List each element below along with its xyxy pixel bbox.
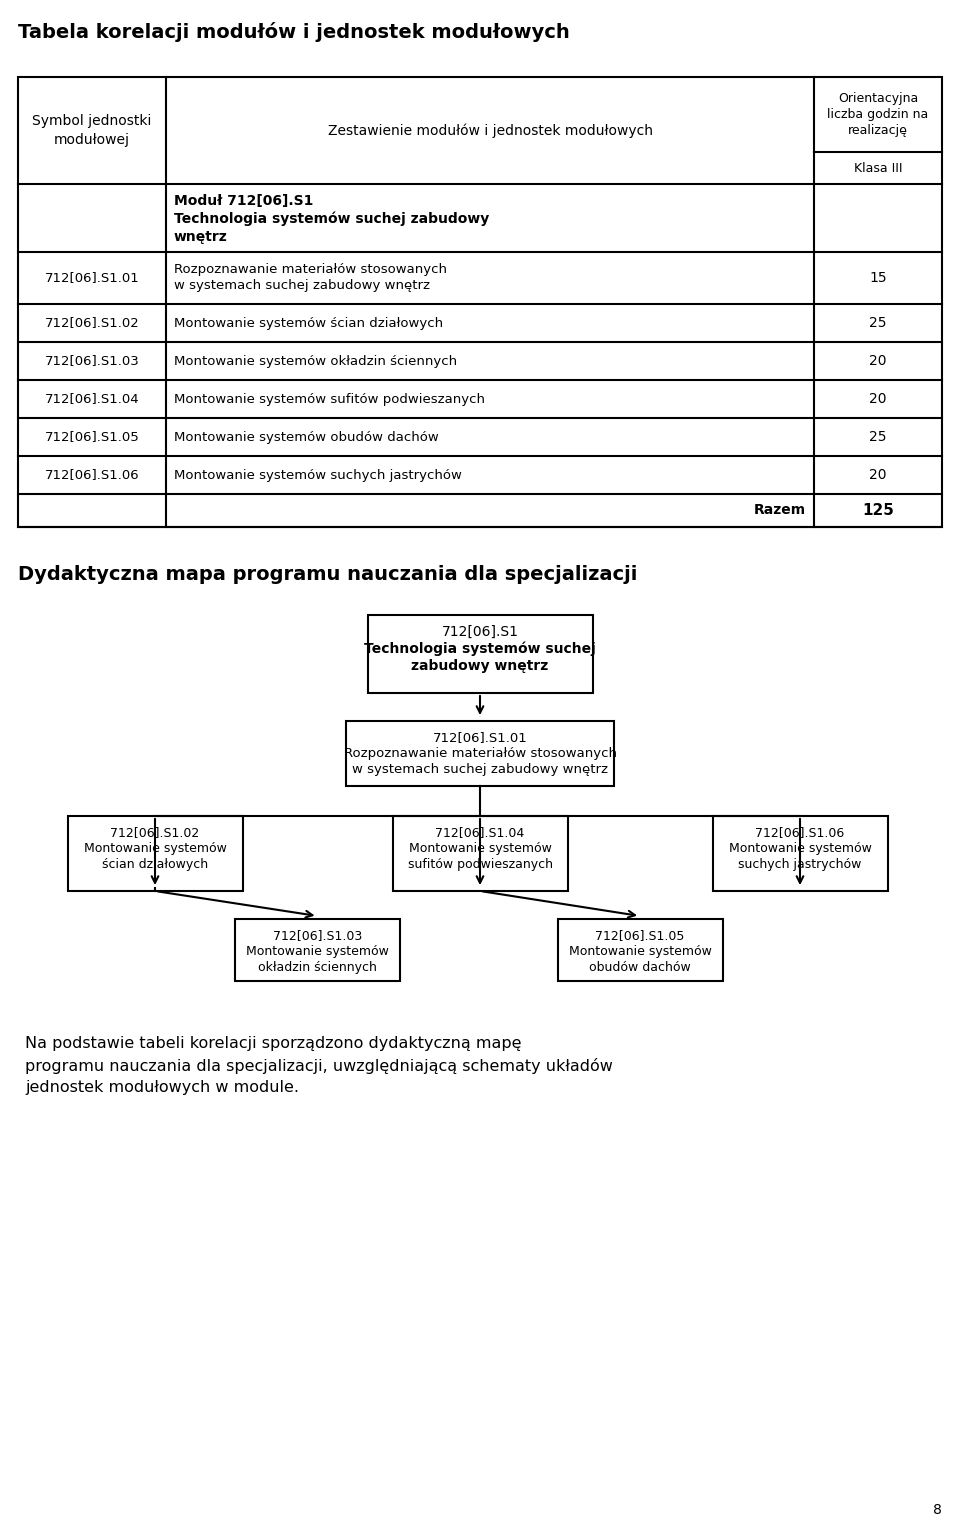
Text: 712[06].S1.04: 712[06].S1.04 bbox=[45, 392, 139, 406]
Text: 712[06].S1.03: 712[06].S1.03 bbox=[44, 355, 139, 367]
Text: 25: 25 bbox=[869, 317, 887, 330]
Text: ścian działowych: ścian działowych bbox=[102, 858, 208, 871]
Text: Moduł 712[06].S1: Moduł 712[06].S1 bbox=[174, 194, 313, 207]
Text: Montowanie systemów ścian działowych: Montowanie systemów ścian działowych bbox=[174, 317, 444, 329]
Text: 15: 15 bbox=[869, 271, 887, 284]
Text: sufitów podwieszanych: sufitów podwieszanych bbox=[407, 858, 553, 871]
Bar bbox=[18, 77, 942, 527]
Text: okładzin ściennych: okładzin ściennych bbox=[258, 961, 377, 974]
Text: Montowanie systemów obudów dachów: Montowanie systemów obudów dachów bbox=[174, 430, 439, 444]
Bar bbox=[235, 919, 400, 981]
Text: Orientacyjna
liczba godzin na
realizację: Orientacyjna liczba godzin na realizację bbox=[828, 92, 928, 137]
Text: Tabela korelacji modułów i jednostek modułowych: Tabela korelacji modułów i jednostek mod… bbox=[18, 22, 569, 41]
Bar bbox=[712, 816, 887, 891]
Text: 25: 25 bbox=[869, 430, 887, 444]
Text: 712[06].S1.01: 712[06].S1.01 bbox=[433, 732, 527, 744]
Text: 712[06].S1.03: 712[06].S1.03 bbox=[273, 928, 362, 942]
Text: Rozpoznawanie materiałów stosowanych: Rozpoznawanie materiałów stosowanych bbox=[344, 747, 616, 759]
Text: Montowanie systemów okładzin ściennych: Montowanie systemów okładzin ściennych bbox=[174, 355, 457, 367]
Text: 20: 20 bbox=[869, 354, 887, 367]
Text: 712[06].S1: 712[06].S1 bbox=[442, 626, 518, 639]
Text: 712[06].S1.01: 712[06].S1.01 bbox=[44, 272, 139, 284]
Text: 20: 20 bbox=[869, 392, 887, 406]
Text: Dydaktyczna mapa programu nauczania dla specjalizacji: Dydaktyczna mapa programu nauczania dla … bbox=[18, 566, 637, 584]
Bar bbox=[558, 919, 723, 981]
Text: jednostek modułowych w module.: jednostek modułowych w module. bbox=[25, 1081, 299, 1094]
Text: Montowanie systemów: Montowanie systemów bbox=[84, 842, 227, 855]
Text: Na podstawie tabeli korelacji sporządzono dydaktyczną mapę: Na podstawie tabeli korelacji sporządzon… bbox=[25, 1036, 521, 1051]
Bar bbox=[393, 816, 567, 891]
Bar bbox=[67, 816, 243, 891]
Text: wnętrz: wnętrz bbox=[174, 231, 228, 244]
Text: 712[06].S1.04: 712[06].S1.04 bbox=[436, 825, 524, 839]
Text: 125: 125 bbox=[862, 503, 894, 518]
Text: zabudowy wnętrz: zabudowy wnętrz bbox=[412, 659, 548, 673]
Text: Montowanie systemów suchych jastrychów: Montowanie systemów suchych jastrychów bbox=[174, 469, 462, 481]
Text: 712[06].S1.06: 712[06].S1.06 bbox=[45, 469, 139, 481]
Bar bbox=[368, 615, 592, 693]
Text: 20: 20 bbox=[869, 467, 887, 483]
Text: suchych jastrychów: suchych jastrychów bbox=[738, 858, 862, 871]
Text: Montowanie systemów: Montowanie systemów bbox=[729, 842, 872, 855]
Text: 712[06].S1.05: 712[06].S1.05 bbox=[595, 928, 684, 942]
Text: Montowanie systemów sufitów podwieszanych: Montowanie systemów sufitów podwieszanyc… bbox=[174, 392, 485, 406]
Text: Razem: Razem bbox=[754, 504, 806, 518]
Text: Symbol jednostki
modułowej: Symbol jednostki modułowej bbox=[33, 114, 152, 146]
Text: Technologia systemów suchej zabudowy: Technologia systemów suchej zabudowy bbox=[174, 212, 490, 226]
Text: Klasa III: Klasa III bbox=[853, 161, 902, 175]
Text: 8: 8 bbox=[933, 1503, 942, 1517]
Text: Montowanie systemów: Montowanie systemów bbox=[409, 842, 551, 855]
Text: 712[06].S1.06: 712[06].S1.06 bbox=[756, 825, 845, 839]
Text: Technologia systemów suchej: Technologia systemów suchej bbox=[364, 642, 596, 656]
Text: Montowanie systemów: Montowanie systemów bbox=[568, 945, 711, 958]
Text: 712[06].S1.05: 712[06].S1.05 bbox=[44, 430, 139, 444]
Text: programu nauczania dla specjalizacji, uwzględniającą schematy układów: programu nauczania dla specjalizacji, uw… bbox=[25, 1057, 612, 1074]
Text: 712[06].S1.02: 712[06].S1.02 bbox=[110, 825, 200, 839]
Bar bbox=[346, 721, 614, 785]
Text: Zestawienie modułów i jednostek modułowych: Zestawienie modułów i jednostek modułowy… bbox=[327, 123, 653, 138]
Text: w systemach suchej zabudowy wnętrz: w systemach suchej zabudowy wnętrz bbox=[352, 762, 608, 776]
Text: Rozpoznawanie materiałów stosowanych
w systemach suchej zabudowy wnętrz: Rozpoznawanie materiałów stosowanych w s… bbox=[174, 263, 447, 292]
Text: 712[06].S1.02: 712[06].S1.02 bbox=[44, 317, 139, 329]
Text: Montowanie systemów: Montowanie systemów bbox=[246, 945, 389, 958]
Text: obudów dachów: obudów dachów bbox=[589, 961, 691, 974]
